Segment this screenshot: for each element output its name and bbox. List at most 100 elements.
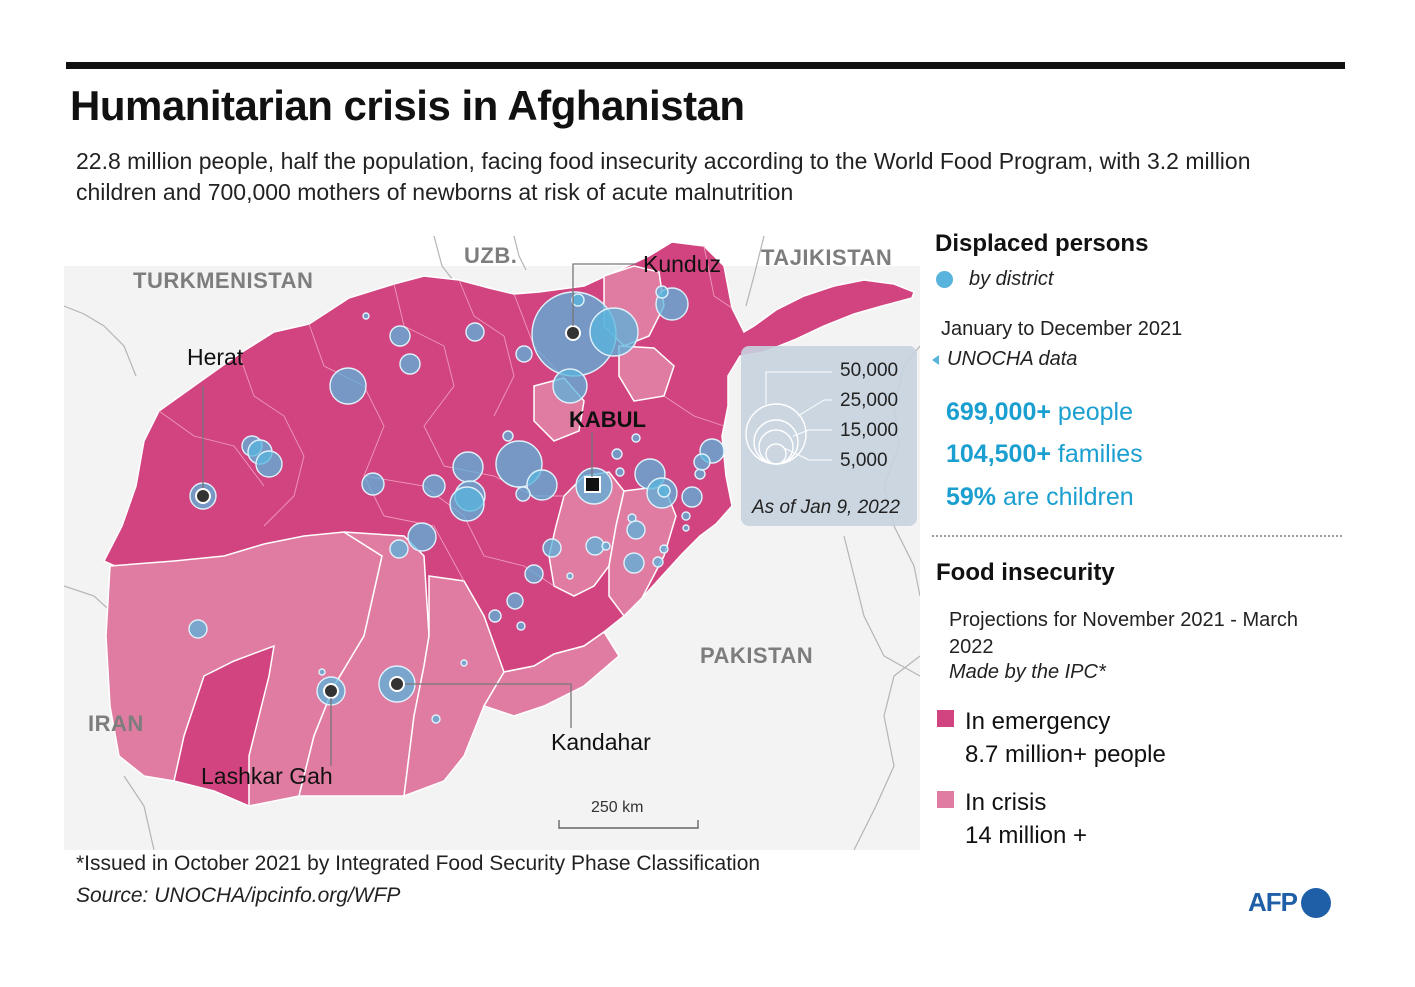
- bubble: [255, 450, 283, 478]
- bubble: [693, 453, 711, 471]
- stat-families-value: 104,500+: [946, 440, 1051, 468]
- bubble: [623, 552, 645, 574]
- afp-logo-text: AFP: [1248, 887, 1298, 917]
- bubble: [566, 572, 574, 580]
- bubble: [682, 524, 690, 532]
- label-tajikistan: TAJIKISTAN: [761, 245, 892, 270]
- bubble: [615, 467, 625, 477]
- legend-box: [741, 346, 917, 526]
- stat-children-value: 59%: [946, 483, 997, 511]
- bubble: [626, 520, 646, 540]
- bubble: [655, 285, 669, 299]
- bubble: [422, 474, 446, 498]
- bubble: [552, 368, 588, 404]
- herat-marker: [195, 488, 211, 504]
- page-title: Humanitarian crisis in Afghanistan: [70, 82, 745, 129]
- legend-ticks: [765, 371, 832, 461]
- by-district-label: by district: [969, 268, 1054, 290]
- bubble: [465, 322, 485, 342]
- bubble: [657, 484, 671, 498]
- bubble: [515, 345, 533, 363]
- city-markers: [195, 325, 601, 699]
- page-subtitle: 22.8 million people, half the population…: [76, 148, 1251, 205]
- emergency-value: 8.7 million+ people: [965, 741, 1166, 768]
- source-note: Source: UNOCHA/ipcinfo.org/WFP: [76, 884, 401, 907]
- stat-families: 104,500+ families: [946, 440, 1143, 469]
- legend-value-15000: 15,000: [840, 420, 898, 441]
- label-iran: IRAN: [88, 711, 144, 736]
- bubble: [329, 367, 367, 405]
- bubble: [449, 486, 485, 522]
- bubble: [526, 469, 558, 501]
- bubble: [460, 659, 468, 667]
- afp-dot-icon: [1301, 887, 1331, 918]
- leader-lines: [202, 263, 636, 766]
- footnote: *Issued in October 2021 by Integrated Fo…: [76, 852, 761, 875]
- bubble: [585, 536, 605, 556]
- label-kandahar: Kandahar: [551, 729, 651, 755]
- emergency-text: In emergency 8.7 million+ people: [965, 705, 1166, 771]
- bubble: [362, 312, 370, 320]
- bubble: [681, 511, 691, 521]
- bubble: [318, 668, 326, 676]
- stat-children-label: are children: [996, 483, 1134, 511]
- food-insecurity-title: Food insecurity: [936, 559, 1115, 586]
- bubble: [659, 544, 669, 554]
- bubble: [571, 293, 585, 307]
- displaced-period: January to December 2021: [941, 318, 1183, 340]
- crisis-swatch: [937, 791, 954, 808]
- legend-circles: [745, 403, 807, 465]
- kabul-marker: [584, 476, 601, 493]
- bubble: [542, 538, 562, 558]
- bubble: [601, 541, 611, 551]
- crisis-value: 14 million +: [965, 822, 1088, 849]
- top-rule: [66, 62, 1345, 69]
- bubble: [631, 433, 641, 443]
- section-divider: [932, 535, 1342, 537]
- label-turkmenistan: TURKMENISTAN: [133, 268, 313, 293]
- bubble: [361, 472, 385, 496]
- legend-value-25000: 25,000: [840, 390, 898, 411]
- label-herat: Herat: [187, 344, 244, 370]
- region-emergency-south: [173, 644, 275, 808]
- triangle-left-icon: [932, 354, 939, 365]
- legend-date-note: As of Jan 9, 2022: [751, 497, 900, 518]
- label-pakistan: PAKISTAN: [700, 643, 813, 668]
- bubble: [515, 486, 531, 502]
- data-source-label: UNOCHA data: [947, 348, 1078, 370]
- bubble: [611, 448, 623, 460]
- label-kabul: KABUL: [569, 407, 646, 432]
- bubble: [502, 430, 514, 442]
- crisis-label: In crisis: [965, 789, 1047, 816]
- crisis-text: In crisis 14 million +: [965, 786, 1087, 852]
- lashkar-gah-marker: [323, 683, 339, 699]
- blue-dot-icon: [936, 271, 953, 288]
- map-svg: TURKMENISTAN UZB. TAJIKISTAN PAKISTAN IR…: [64, 236, 920, 850]
- bubble: [516, 621, 526, 631]
- kunduz-marker: [565, 325, 581, 341]
- by-district-legend: by district: [936, 268, 1053, 291]
- legend-emergency: In emergency 8.7 million+ people: [937, 705, 1166, 771]
- bubble: [188, 619, 208, 639]
- bubble: [506, 592, 524, 610]
- bubble: [407, 522, 437, 552]
- afp-logo: AFP: [1248, 887, 1331, 918]
- emergency-label: In emergency: [965, 708, 1111, 735]
- label-uzbekistan: UZB.: [464, 243, 517, 268]
- food-projection: Projections for November 2021 - March 20…: [949, 609, 1299, 658]
- bubble: [389, 325, 411, 347]
- scale-bar-line: [558, 820, 699, 829]
- label-kunduz: Kunduz: [643, 251, 721, 277]
- map-top-margin: [64, 236, 920, 266]
- bubble: [452, 451, 484, 483]
- legend-circle-5000: [765, 443, 787, 465]
- emergency-swatch: [937, 710, 954, 727]
- label-lashkar-gah: Lashkar Gah: [201, 763, 333, 789]
- stat-people-label: people: [1050, 398, 1133, 426]
- bubble: [488, 609, 502, 623]
- stat-people: 699,000+ people: [946, 398, 1133, 427]
- legend-crisis: In crisis 14 million +: [937, 786, 1087, 852]
- kandahar-marker: [389, 676, 405, 692]
- stat-people-value: 699,000+: [946, 398, 1051, 426]
- afghanistan-map: TURKMENISTAN UZB. TAJIKISTAN PAKISTAN IR…: [64, 236, 920, 850]
